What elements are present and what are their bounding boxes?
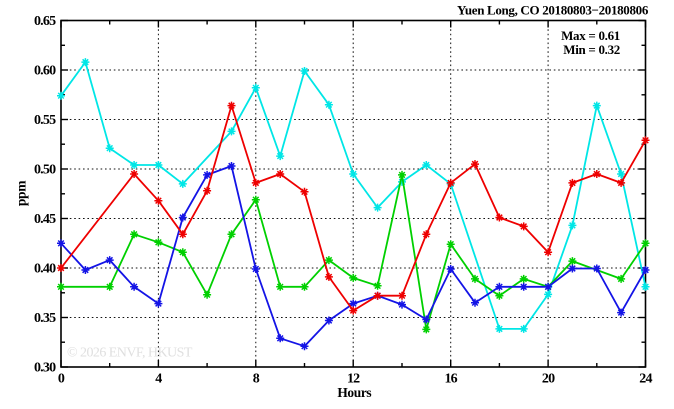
svg-text:24: 24 [639,372,652,387]
svg-text:16: 16 [444,372,457,387]
svg-text:Hours: Hours [337,385,371,400]
svg-text:12: 12 [347,372,360,387]
svg-text:Max = 0.61: Max = 0.61 [561,28,620,43]
svg-text:0.60: 0.60 [34,64,56,79]
svg-text:0: 0 [58,372,65,387]
svg-text:© 2026 ENVF, HKUST: © 2026 ENVF, HKUST [67,346,193,361]
svg-text:0.45: 0.45 [34,212,56,227]
svg-text:0.55: 0.55 [34,113,56,128]
svg-text:Yuen Long, CO 20180803−2018080: Yuen Long, CO 20180803−20180806 [457,3,649,18]
svg-text:Min = 0.32: Min = 0.32 [563,42,620,57]
svg-text:0.65: 0.65 [34,14,56,29]
svg-text:0.35: 0.35 [34,311,56,326]
svg-text:20: 20 [542,372,555,387]
svg-text:ppm: ppm [14,180,29,206]
svg-text:0.40: 0.40 [34,262,56,277]
svg-text:8: 8 [253,372,260,387]
svg-text:0.30: 0.30 [34,361,56,376]
svg-text:4: 4 [155,372,162,387]
svg-text:0.50: 0.50 [34,163,56,178]
